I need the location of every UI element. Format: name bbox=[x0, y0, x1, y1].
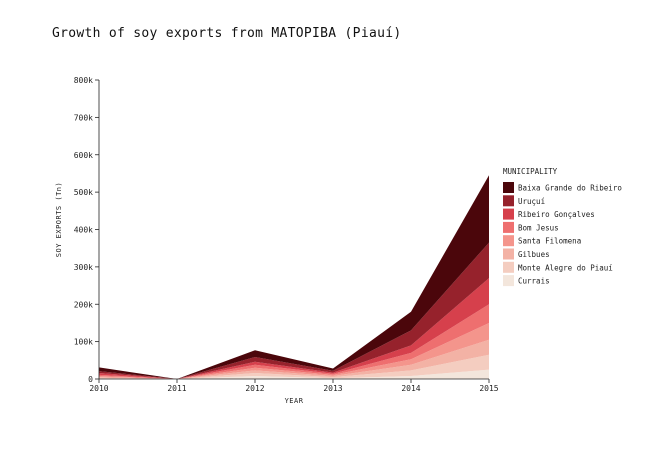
y-tick-label: 600k bbox=[74, 151, 93, 160]
legend-swatch bbox=[503, 235, 514, 247]
y-tick-label: 200k bbox=[74, 300, 93, 309]
legend-swatch bbox=[503, 275, 514, 287]
area-monte-alegre-do-piaui bbox=[99, 354, 489, 379]
legend-label: Baixa Grande do Ribeiro bbox=[518, 184, 622, 193]
x-tick-label: 2011 bbox=[167, 384, 186, 393]
x-tick-label: 2013 bbox=[323, 384, 342, 393]
axes: 0 100k 200k 300k 400k 500k 600k 700k 800k 2010 201… bbox=[55, 76, 499, 405]
x-tick-label: 2010 bbox=[89, 384, 108, 393]
legend-label: Uruçuí bbox=[518, 197, 545, 206]
area-gilbues bbox=[99, 339, 489, 379]
legend-swatch bbox=[503, 182, 514, 193]
legend-label: Santa Filomena bbox=[518, 237, 581, 246]
legend-swatch bbox=[503, 261, 514, 273]
area-urucui bbox=[99, 242, 489, 379]
legend-label: Ribeiro Gonçalves bbox=[518, 210, 595, 219]
area-currais bbox=[99, 369, 489, 379]
x-tick-label: 2015 bbox=[479, 384, 498, 393]
area-layers bbox=[99, 175, 489, 379]
area-baixa-grande-do-ribeiro bbox=[99, 175, 489, 379]
y-tick-label: 500k bbox=[74, 188, 93, 197]
area-ribeiro-goncalves bbox=[99, 278, 489, 379]
area-bom-jesus bbox=[99, 304, 489, 379]
legend-swatch bbox=[503, 221, 514, 233]
y-axis-title: SOY EXPORTS (Tn) bbox=[55, 182, 63, 257]
legend-label: Monte Alegre do Piauí bbox=[518, 263, 613, 272]
x-tick-label: 2012 bbox=[245, 384, 264, 393]
area-santa-filomena bbox=[99, 322, 489, 379]
legend-title: MUNICIPALITY bbox=[503, 167, 558, 176]
y-tick-label: 300k bbox=[74, 263, 93, 272]
y-tick-label: 800k bbox=[74, 76, 93, 85]
legend-label: Currais bbox=[518, 277, 550, 286]
legend: MUNICIPALITY Baixa Grande do Ribeiro Uruçu… bbox=[503, 167, 622, 287]
y-tick-label: 0 bbox=[88, 375, 93, 384]
y-tick-label: 400k bbox=[74, 226, 93, 235]
legend-swatch bbox=[503, 195, 514, 207]
y-tick-label: 700k bbox=[74, 113, 93, 122]
legend-swatch bbox=[503, 248, 514, 260]
legend-label: Gilbues bbox=[518, 250, 550, 259]
x-axis-title: YEAR bbox=[285, 397, 304, 405]
chart-title: Growth of soy exports from MATOPIBA (Pia… bbox=[52, 26, 402, 41]
x-tick-label: 2014 bbox=[401, 384, 420, 393]
legend-label: Bom Jesus bbox=[518, 223, 559, 232]
y-tick-label: 100k bbox=[74, 338, 93, 347]
legend-swatch bbox=[503, 208, 514, 220]
